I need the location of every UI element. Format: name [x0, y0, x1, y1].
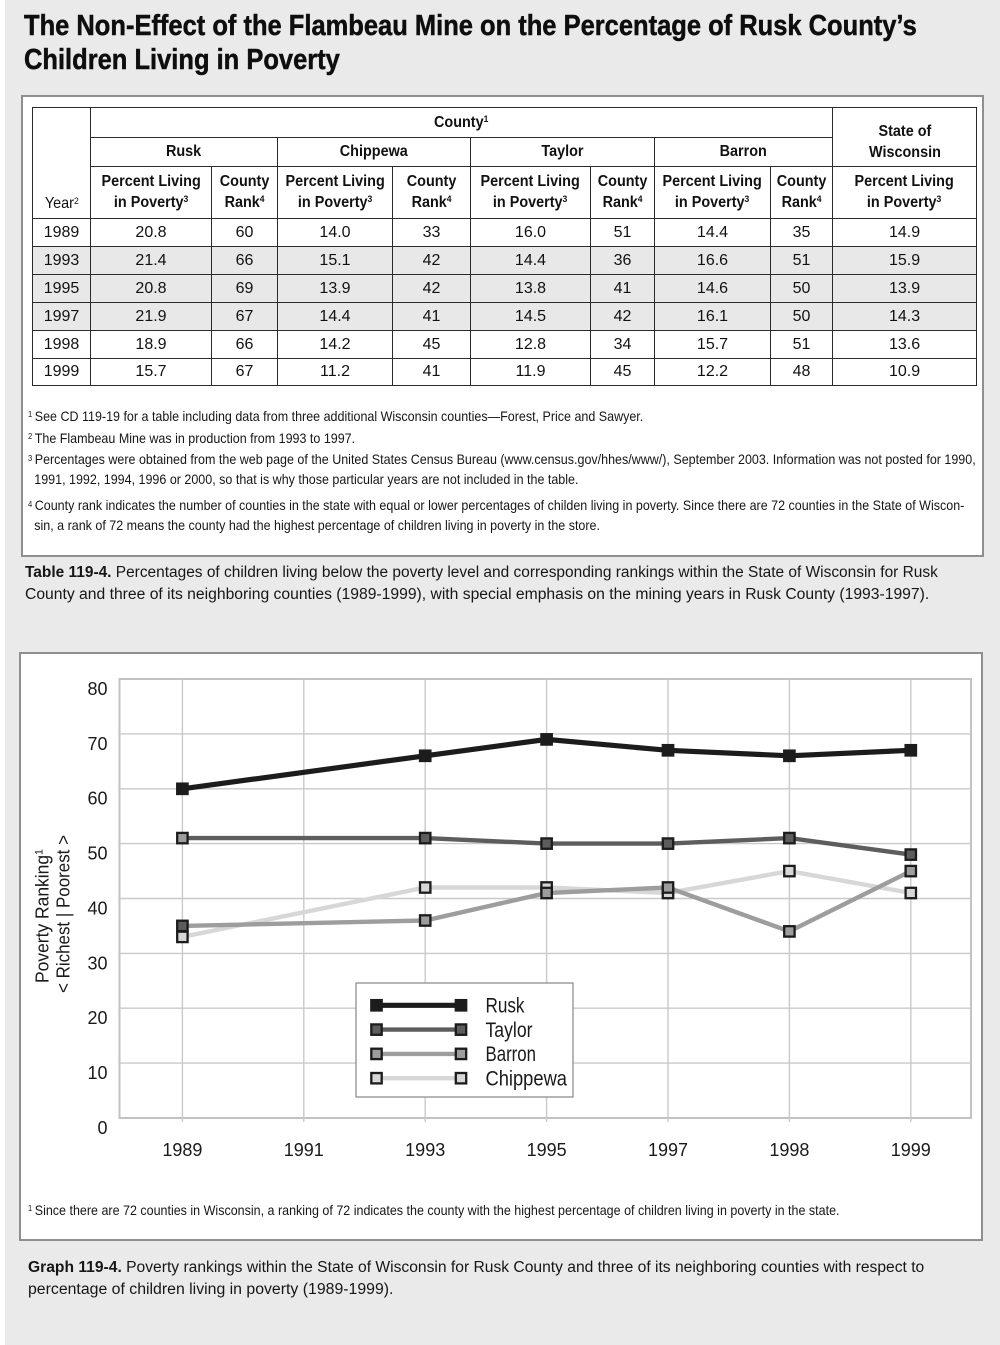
svg-text:40: 40	[87, 899, 107, 919]
svg-text:70: 70	[87, 734, 107, 754]
svg-text:< Richest | Poorest >: < Richest | Poorest >	[54, 835, 74, 993]
svg-text:1989: 1989	[162, 1140, 202, 1160]
svg-text:Barron: Barron	[486, 1043, 537, 1066]
svg-text:1993: 1993	[405, 1140, 445, 1160]
svg-text:Rusk: Rusk	[486, 995, 525, 1018]
svg-text:0: 0	[97, 1118, 107, 1138]
svg-text:Taylor: Taylor	[486, 1019, 533, 1042]
svg-text:20: 20	[87, 1008, 107, 1028]
svg-text:30: 30	[87, 953, 107, 973]
svg-text:1991: 1991	[284, 1140, 324, 1160]
svg-text:1999: 1999	[891, 1140, 931, 1160]
svg-text:Chippewa: Chippewa	[486, 1068, 568, 1091]
svg-text:80: 80	[87, 679, 107, 699]
svg-text:1998: 1998	[769, 1140, 809, 1160]
svg-text:60: 60	[87, 789, 107, 809]
svg-text:10: 10	[87, 1063, 107, 1083]
svg-text:1997: 1997	[648, 1140, 688, 1160]
svg-text:50: 50	[87, 844, 107, 864]
svg-text:Poverty Ranking1: Poverty Ranking1	[33, 849, 53, 983]
svg-text:1995: 1995	[527, 1140, 567, 1160]
